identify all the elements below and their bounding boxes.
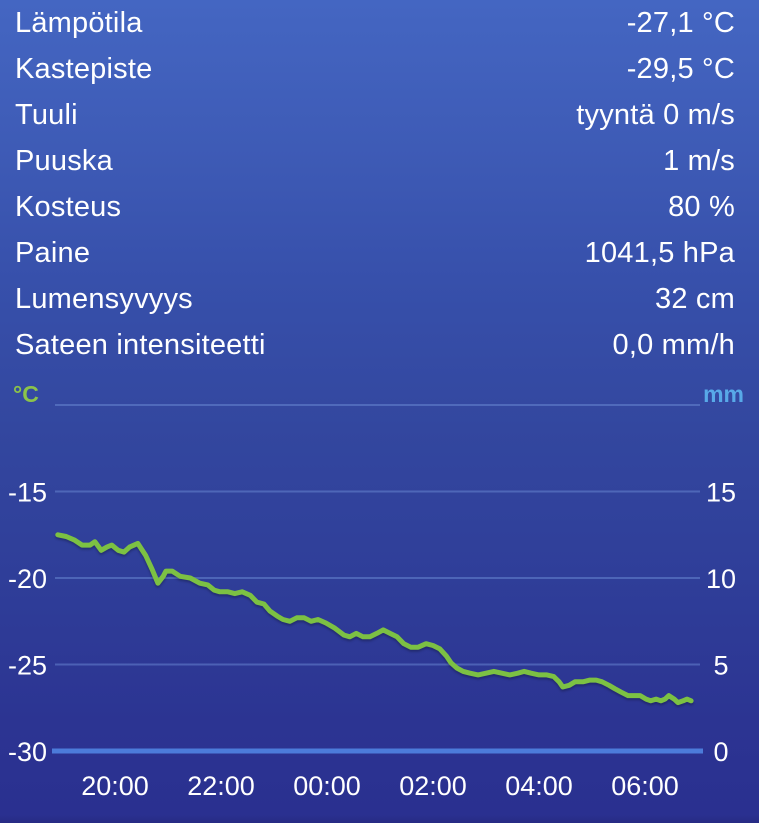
left-axis-tick-label: -20 (8, 564, 47, 594)
observation-value: 0,0 mm/h (612, 329, 735, 361)
observation-value: 80 % (668, 191, 735, 223)
x-axis-tick-label: 06:00 (611, 771, 679, 801)
temperature-precipitation-chart[interactable]: -15 15 -20 10 -25 5 -30 0 °C mm 20:00 22:00 00:00 02:… (0, 380, 759, 823)
observation-value: 1 m/s (663, 145, 735, 177)
x-axis-tick-label: 20:00 (81, 771, 149, 801)
observation-label: Puuska (15, 145, 113, 177)
observation-label: Tuuli (15, 99, 78, 131)
observation-row-dewpoint: Kastepiste -29,5 °C (0, 46, 759, 92)
celsius-axis-unit-label: °C (13, 381, 39, 407)
observation-label: Lumensyvyys (15, 283, 193, 315)
observation-row-temperature: Lämpötila -27,1 °C (0, 0, 759, 46)
observation-value: 32 cm (655, 283, 735, 315)
left-axis-tick-label: -15 (8, 478, 47, 508)
observation-label: Sateen intensiteetti (15, 329, 266, 361)
observation-value: tyyntä 0 m/s (576, 99, 735, 131)
observation-row-snowdepth: Lumensyvyys 32 cm (0, 276, 759, 322)
observation-row-pressure: Paine 1041,5 hPa (0, 230, 759, 276)
right-axis-tick-label: 15 (706, 478, 736, 508)
right-axis-tick-label: 0 (713, 737, 728, 767)
temperature-line (55, 532, 694, 706)
observation-label: Kastepiste (15, 53, 153, 85)
observation-value: -29,5 °C (626, 53, 735, 85)
observation-label: Paine (15, 237, 91, 269)
temperature-chart-svg[interactable]: -15 15 -20 10 -25 5 -30 0 °C mm 20:00 22:00 00:00 02:… (0, 380, 759, 823)
observation-row-rain-intensity: Sateen intensiteetti 0,0 mm/h (0, 322, 759, 368)
right-axis-tick-label: 10 (706, 564, 736, 594)
x-axis-tick-label: 04:00 (505, 771, 573, 801)
millimeter-axis-unit-label: mm (703, 381, 744, 407)
x-axis-tick-label: 02:00 (399, 771, 467, 801)
observation-row-gust: Puuska 1 m/s (0, 138, 759, 184)
observation-row-wind: Tuuli tyyntä 0 m/s (0, 92, 759, 138)
observation-value: 1041,5 hPa (584, 237, 735, 269)
x-axis-tick-label: 22:00 (187, 771, 255, 801)
observation-label: Kosteus (15, 191, 122, 223)
observations-table: Lämpötila -27,1 °C Kastepiste -29,5 °C T… (0, 0, 759, 368)
observation-label: Lämpötila (15, 7, 143, 39)
x-axis-tick-label: 00:00 (293, 771, 361, 801)
observation-value: -27,1 °C (626, 7, 735, 39)
left-axis-tick-label: -25 (8, 651, 47, 681)
observation-row-humidity: Kosteus 80 % (0, 184, 759, 230)
right-axis-tick-label: 5 (713, 651, 728, 681)
left-axis-tick-label: -30 (8, 737, 47, 767)
